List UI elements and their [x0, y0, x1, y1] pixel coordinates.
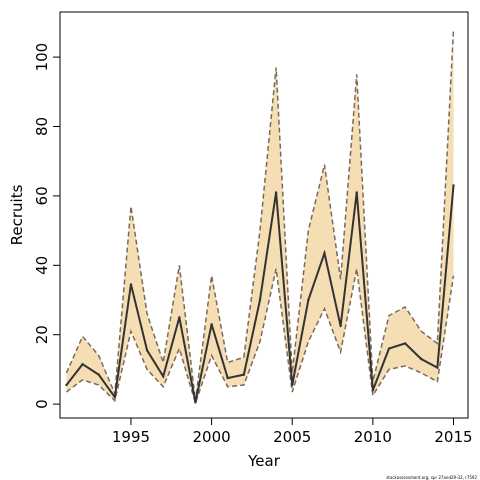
estimate-point-2008: [339, 324, 342, 328]
estimate-point-1995: [129, 283, 133, 286]
estimate-point-2014: [436, 366, 439, 369]
estimate-point-2005: [291, 383, 294, 387]
x-axis-label: Year: [247, 452, 281, 470]
x-tick-label-2010: 2010: [354, 428, 392, 446]
estimate-point-2011: [387, 347, 391, 350]
y-tick-label-20: 20: [33, 325, 51, 344]
estimate-point-1993: [97, 373, 100, 376]
upper-bound-line: [65, 29, 455, 401]
estimate-point-2013: [420, 357, 423, 361]
y-tick-label-80: 80: [33, 117, 51, 136]
x-tick-label-2005: 2005: [273, 428, 311, 446]
confidence-band: [66, 29, 454, 404]
estimate-point-2009: [355, 191, 358, 194]
estimate-point-2003: [258, 298, 262, 302]
estimate-line-layer: [65, 184, 455, 404]
y-tick-label-60: 60: [33, 186, 51, 205]
y-axis-label: Recruits: [8, 184, 26, 245]
estimate-point-1991: [65, 383, 68, 387]
y-tick-label-100: 100: [33, 43, 51, 72]
estimate-point-1992: [81, 363, 84, 366]
estimate-point-2006: [307, 298, 310, 302]
x-tick-label-2015: 2015: [434, 428, 472, 446]
estimate-point-2000: [210, 323, 213, 326]
x-axis: 1995 2000 2005 2010 2015: [112, 418, 473, 446]
lower-bound-line: [65, 268, 455, 406]
estimate-point-2002: [242, 373, 246, 376]
confidence-band-layer: [65, 29, 455, 406]
estimate-point-1994: [113, 395, 117, 399]
estimate-point-2012: [403, 342, 407, 345]
estimate-point-1996: [145, 349, 149, 352]
estimate-point-2010: [371, 389, 375, 392]
y-axis: 0 20 40 60 80 100: [33, 43, 60, 409]
footnote: stockassessment.org, spr 27and29-32, r75…: [386, 475, 477, 480]
estimate-point-1999: [194, 401, 197, 404]
estimate-point-2015: [452, 184, 455, 187]
estimate-point-2004: [274, 191, 278, 194]
y-tick-label-40: 40: [33, 256, 51, 275]
estimate-point-2001: [226, 376, 229, 380]
y-tick-label-0: 0: [33, 399, 51, 409]
estimate-point-1997: [162, 375, 165, 378]
x-tick-label-1995: 1995: [112, 428, 150, 446]
plot-frame: [59, 11, 469, 419]
estimate-point-1998: [178, 316, 181, 319]
x-tick-label-2000: 2000: [192, 428, 230, 446]
estimate-point-2007: [323, 251, 326, 255]
